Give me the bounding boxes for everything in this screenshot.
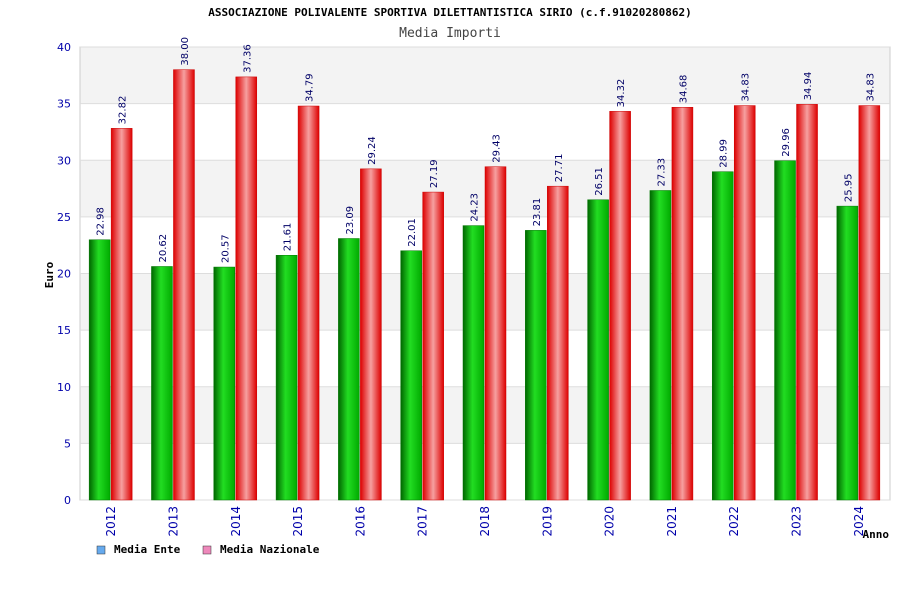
x-tick-label: 2017 [416,506,430,537]
y-tick-label: 35 [57,98,71,111]
bar-media-nazionale [110,128,133,501]
x-tick-label: 2018 [478,506,492,537]
bar-media-nazionale [547,185,569,501]
x-tick-label: 2020 [603,506,617,537]
data-label: 34.94 [803,72,814,101]
bar-media-nazionale [858,105,881,501]
data-label: 20.62 [158,234,169,263]
x-tick-label: 2019 [540,506,554,537]
x-tick-label: 2021 [665,506,679,537]
data-label: 25.95 [843,173,854,202]
y-tick-label: 10 [57,381,71,394]
bar-media-nazionale [609,111,631,501]
data-label: 22.98 [96,207,107,236]
x-tick-label: 2024 [852,506,866,537]
data-label: 23.81 [532,198,543,227]
bar-media-nazionale [173,69,195,501]
y-axis-ticks: 0 5 10 15 20 25 30 35 40 [57,41,71,507]
data-label: 34.79 [305,73,316,102]
bar-media-ente [525,230,547,501]
x-tick-label: 2016 [353,506,367,537]
x-tick-label: 2013 [166,506,180,537]
data-label: 34.83 [865,73,876,102]
y-tick-label: 5 [64,437,71,450]
data-label: 21.61 [283,223,294,252]
data-label: 24.23 [470,193,481,222]
bar-media-ente [836,205,859,501]
bar-media-nazionale [360,168,382,501]
data-label: 23.09 [345,206,356,235]
data-label: 27.19 [429,159,440,188]
bar-media-ente [213,266,236,501]
data-label: 26.51 [594,167,605,196]
legend: Media Ente Media Nazionale [96,543,320,556]
bar-media-ente [711,171,734,501]
data-label: 29.24 [367,136,378,165]
legend-swatch-media-ente [96,545,106,555]
bar-media-ente [462,225,485,501]
data-label: 22.01 [407,218,418,247]
data-label: 27.33 [656,158,667,187]
chart-title: ASSOCIAZIONE POLIVALENTE SPORTIVA DILETT… [208,6,691,19]
data-label: 34.83 [741,73,752,102]
y-axis-label: Euro [43,261,56,288]
bar-media-nazionale [297,105,320,501]
data-label: 27.71 [554,154,565,183]
bar-media-nazionale [671,106,694,501]
data-label: 29.43 [492,134,503,163]
bar-media-ente [587,199,609,501]
y-tick-label: 25 [57,211,71,224]
legend-swatch-media-nazionale [202,545,212,555]
y-tick-label: 30 [57,154,71,167]
data-label: 34.32 [616,79,627,108]
bar-media-nazionale [235,76,258,501]
data-label: 32.82 [118,96,129,125]
data-label: 34.68 [678,75,689,104]
bars-group: 22.98 32.82 20.62 38.00 20.57 37.36 21.61 34.79… [88,37,881,501]
data-label: 29.96 [781,128,792,157]
bar-media-nazionale [796,104,818,501]
x-axis-ticks: 2012 2013 2014 2015 2016 2017 2018 2019 2020 2021… [104,506,866,537]
bar-media-ente [338,238,360,501]
bar-media-nazionale [733,105,756,501]
bar-media-ente [774,160,796,501]
data-label: 38.00 [180,37,191,66]
bar-media-ente [649,190,672,501]
data-label: 28.99 [719,139,730,168]
x-tick-label: 2015 [291,506,305,537]
data-label: 37.36 [242,44,253,73]
x-tick-label: 2022 [727,506,741,537]
y-tick-label: 15 [57,324,71,337]
bar-media-ente [275,255,298,501]
x-tick-label: 2023 [790,506,804,537]
legend-label-media-nazionale: Media Nazionale [220,543,320,556]
bar-media-ente [400,250,422,501]
plot-band [80,47,890,104]
x-tick-label: 2012 [104,506,118,537]
x-tick-label: 2014 [229,506,243,537]
y-tick-label: 40 [57,41,71,54]
bar-media-ente [151,266,173,501]
bar-media-nazionale [422,191,444,501]
y-tick-label: 20 [57,268,71,281]
chart-subtitle: Media Importi [399,26,501,41]
data-label: 20.57 [220,234,231,263]
y-tick-label: 0 [64,494,71,507]
legend-label-media-ente: Media Ente [114,543,181,556]
bar-media-ente [88,239,111,501]
bar-media-nazionale [484,166,507,501]
x-axis-label: Anno [863,528,890,541]
plot-band [80,103,890,161]
